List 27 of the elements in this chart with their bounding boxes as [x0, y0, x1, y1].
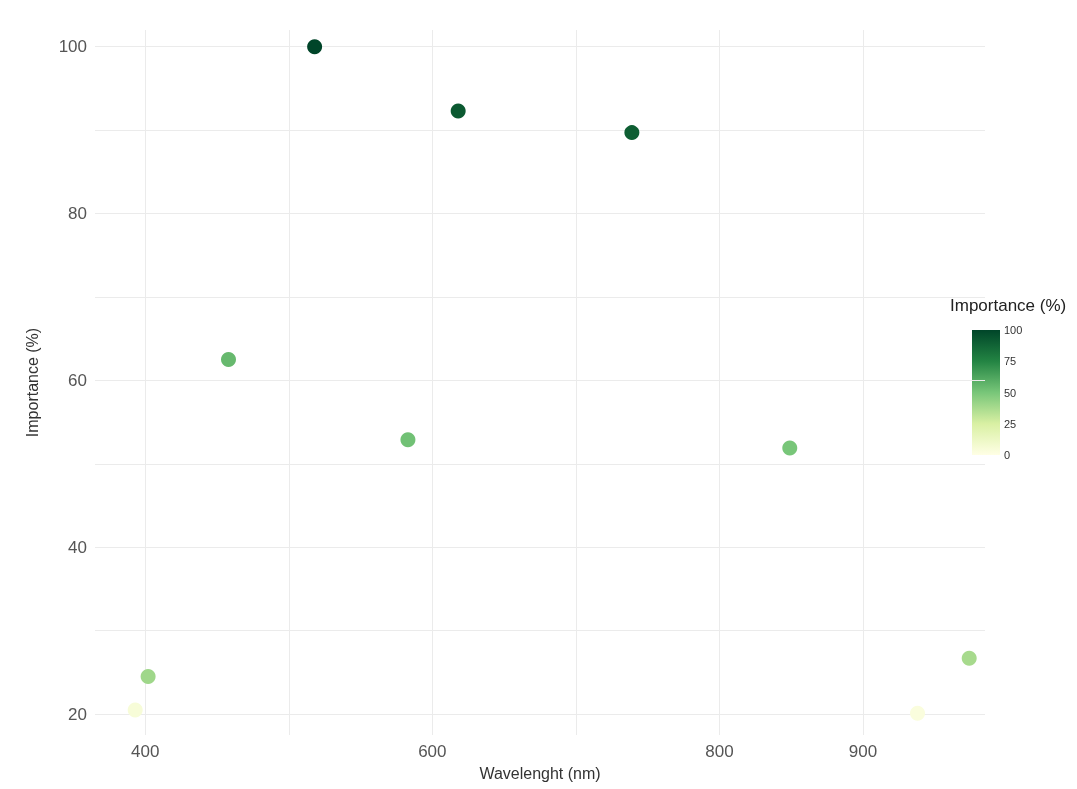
y-tick-label: 80	[68, 204, 87, 224]
x-tick-label: 400	[131, 742, 160, 761]
x-tick-label: 800	[705, 742, 734, 761]
point	[910, 705, 926, 721]
color-bar-title: Importance (%)	[950, 296, 1067, 315]
point	[400, 432, 416, 448]
x-axis-title: Wavelenght (nm)	[479, 764, 601, 782]
y-tick-label: 100	[58, 37, 87, 57]
color-bar-label: 0	[1004, 449, 1011, 461]
y-axis-title: Importance (%)	[23, 327, 41, 438]
point	[624, 125, 640, 141]
point	[961, 650, 977, 666]
point	[307, 39, 323, 55]
x-tick-label: 900	[848, 742, 878, 761]
point	[782, 440, 798, 456]
point	[221, 352, 236, 368]
y-tick-label: 60	[68, 370, 87, 390]
color-bar-label: 50	[1004, 386, 1017, 399]
color-bar-label: 25	[1004, 417, 1017, 430]
y-tick-label: 20	[68, 704, 87, 724]
color-bar-label: 100	[1004, 324, 1023, 336]
y-tick-label: 40	[68, 537, 87, 557]
point	[450, 103, 466, 119]
color-bar-label: 75	[1004, 355, 1017, 368]
point	[127, 702, 143, 718]
point	[140, 669, 156, 685]
x-tick-label: 600	[418, 742, 447, 761]
